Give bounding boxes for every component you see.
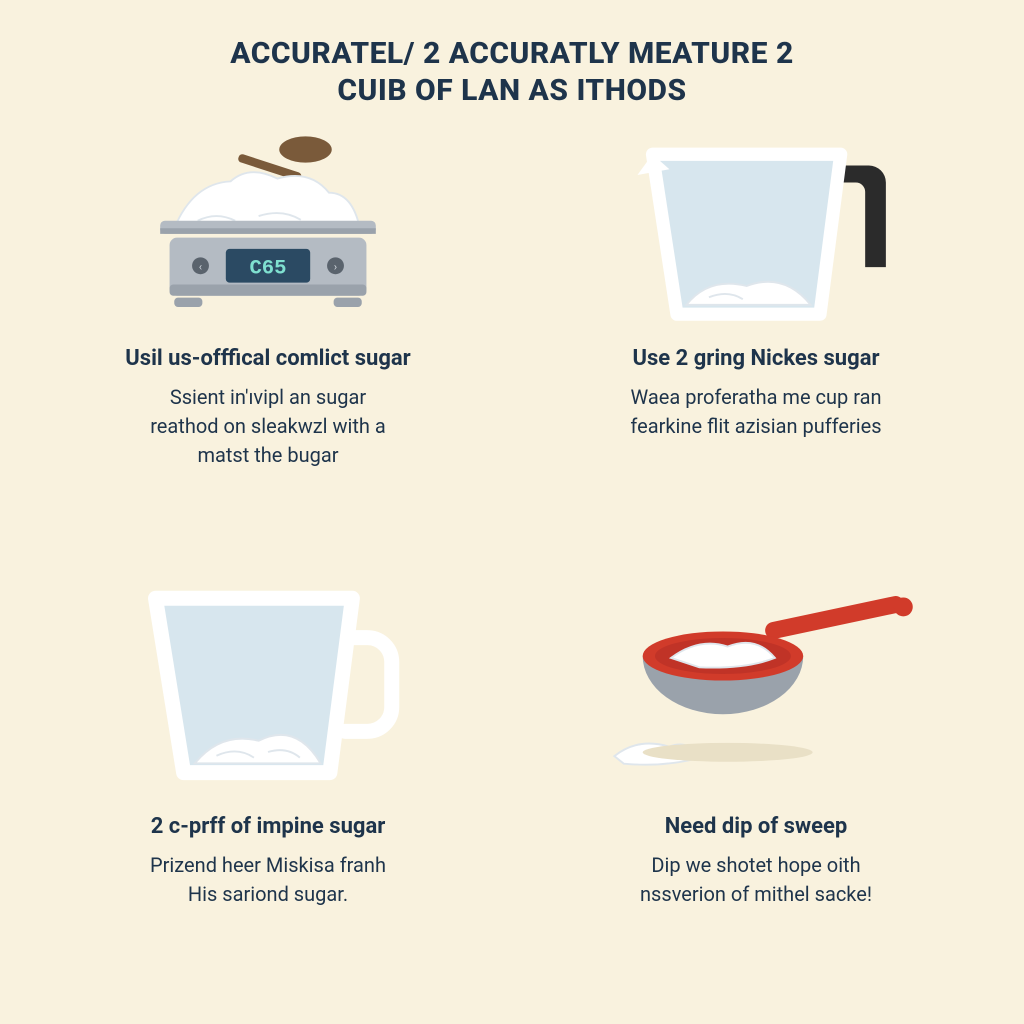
cell-body: Waea proferatha me cup ran fearkine flit…	[630, 383, 881, 441]
scoop-icon	[544, 570, 968, 800]
cell-cup: 2 c-prff of impine sugar Prizend heer Mi…	[48, 570, 488, 992]
svg-text:›: ›	[334, 260, 337, 273]
cell-scoop: Need dip of sweep Dip we shotet hope oit…	[536, 570, 976, 992]
scale-icon: C65 ‹ ›	[56, 127, 480, 332]
cell-body: Ssient in'ıvipl an sugar reathod on slea…	[150, 383, 386, 470]
title-line-1: ACCURATEL/ 2 ACCURATLY MEATURE 2	[230, 36, 794, 71]
infographic-page: ACCURATEL/ 2 ACCURATLY MEATURE 2 CUIB OF…	[0, 0, 1024, 1024]
cell-heading: 2 c-prff of impine sugar	[151, 814, 386, 839]
scale-readout: C65	[249, 257, 286, 280]
cell-heading: Usil us-offfical comlict sugar	[125, 346, 410, 371]
cell-pitcher: Use 2 gring Nickes sugar Waea proferatha…	[536, 127, 976, 549]
title-line-2: CUIB OF LAN AS ITHODS	[337, 73, 686, 108]
cup-icon	[56, 570, 480, 800]
cell-heading: Need dip of sweep	[665, 814, 848, 839]
cell-heading: Use 2 gring Nickes sugar	[632, 346, 879, 371]
svg-text:‹: ‹	[199, 260, 202, 273]
cell-scale: C65 ‹ › Usil us-offfical comlict sugar S…	[48, 127, 488, 549]
page-title: ACCURATEL/ 2 ACCURATLY MEATURE 2 CUIB OF…	[230, 36, 794, 109]
cell-body: Prizend heer Miskisa franh His sariond s…	[150, 851, 386, 909]
cell-body: Dip we shotet hope oith nssverion of mit…	[640, 851, 872, 909]
infographic-grid: C65 ‹ › Usil us-offfical comlict sugar S…	[48, 127, 976, 992]
pitcher-icon	[544, 127, 968, 332]
